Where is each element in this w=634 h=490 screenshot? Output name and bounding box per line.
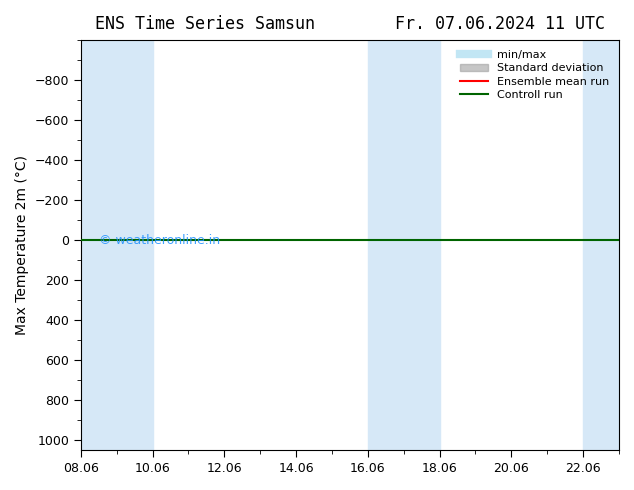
Y-axis label: Max Temperature 2m (°C): Max Temperature 2m (°C) (15, 155, 29, 335)
Bar (81, 40, 153, 450)
Legend: min/max, Standard deviation, Ensemble mean run, Controll run: min/max, Standard deviation, Ensemble me… (456, 46, 614, 104)
Bar (368, 40, 439, 450)
Text: © weatheronline.in: © weatheronline.in (99, 234, 220, 246)
Bar (583, 40, 634, 450)
Title: ENS Time Series Samsun        Fr. 07.06.2024 11 UTC: ENS Time Series Samsun Fr. 07.06.2024 11… (95, 15, 605, 33)
